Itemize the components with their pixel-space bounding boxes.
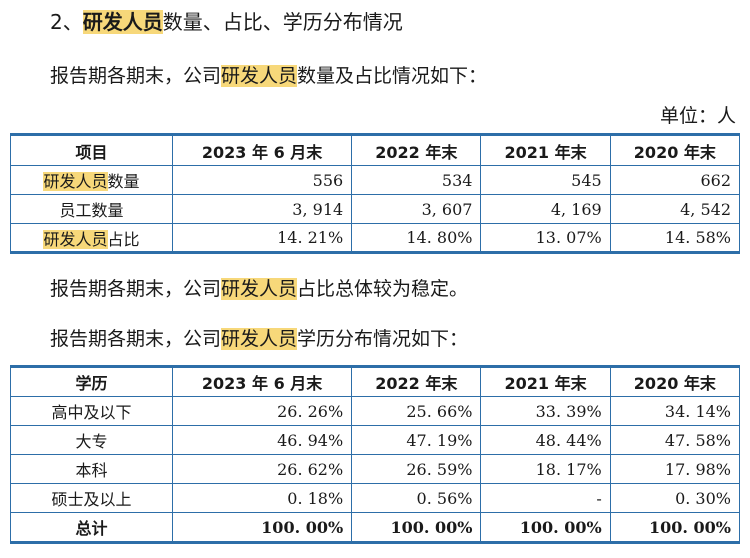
table-cell: 17. 98%: [609, 454, 741, 484]
table-cell: 100. 00%: [171, 512, 353, 543]
table-row: 研发人员数量 556 534 545 662: [10, 165, 741, 195]
table-cell: 556: [171, 165, 353, 195]
table-cell: 33. 39%: [480, 396, 611, 426]
table-cell: 3, 914: [171, 194, 353, 224]
table-cell: 46. 94%: [171, 425, 353, 455]
table-cell: 0. 30%: [609, 483, 741, 513]
table1-header-row: 项目 2023 年 6 月末 2022 年末 2021 年末 2020 年末: [10, 134, 741, 166]
table-cell: 662: [609, 165, 741, 195]
table-cell: 47. 58%: [609, 425, 741, 455]
intro2-highlight: 研发人员: [221, 328, 298, 350]
row-label: 总计: [10, 512, 173, 543]
row-label: 员工数量: [10, 194, 173, 224]
table-row: 大专 46. 94% 47. 19% 48. 44% 47. 58%: [10, 425, 741, 455]
intro-paragraph-1: 报告期各期末，公司研发人员数量及占比情况如下：: [50, 61, 487, 88]
table-cell: 14. 58%: [609, 223, 741, 253]
table2-header: 2022 年末: [351, 366, 482, 397]
row-label: 本科: [10, 454, 173, 484]
intro1-highlight: 研发人员: [221, 65, 298, 87]
intro1-prefix: 报告期各期末，公司: [50, 65, 222, 87]
table-cell: 3, 607: [351, 194, 482, 224]
row-label-highlight: 研发人员: [43, 172, 108, 191]
sentence2-prefix: 报告期各期末，公司: [50, 278, 222, 300]
row-label: 研发人员占比: [10, 223, 173, 253]
table-cell: 0. 18%: [171, 483, 353, 513]
education-table: 学历 2023 年 6 月末 2022 年末 2021 年末 2020 年末 高…: [10, 365, 741, 544]
table2-header: 2023 年 6 月末: [171, 366, 353, 397]
table-cell: 100. 00%: [609, 512, 741, 543]
table-row: 研发人员占比 14. 21% 14. 80% 13. 07% 14. 58%: [10, 223, 741, 253]
row-label-rest: 数量: [107, 172, 140, 191]
table-cell: 34. 14%: [609, 396, 741, 426]
table-row: 本科 26. 62% 26. 59% 18. 17% 17. 98%: [10, 454, 741, 484]
table-row: 高中及以下 26. 26% 25. 66% 33. 39% 34. 14%: [10, 396, 741, 426]
table-cell: -: [480, 483, 611, 513]
table1-header: 2020 年末: [609, 134, 741, 166]
table-cell: 14. 80%: [351, 223, 482, 253]
row-label-rest: 员工数量: [59, 201, 124, 220]
table1-header: 项目: [10, 134, 173, 166]
table1-header: 2023 年 6 月末: [171, 134, 353, 166]
table-cell: 26. 26%: [171, 396, 353, 426]
intro1-suffix: 数量及占比情况如下：: [297, 65, 488, 87]
table-cell: 4, 169: [480, 194, 611, 224]
table-cell: 100. 00%: [480, 512, 611, 543]
table2-header: 学历: [10, 366, 173, 397]
row-label: 大专: [10, 425, 173, 455]
table-cell: 25. 66%: [351, 396, 482, 426]
unit-label: 单位：人: [659, 105, 736, 127]
research-staff-table: 项目 2023 年 6 月末 2022 年末 2021 年末 2020 年末 研…: [10, 133, 741, 254]
table-row: 员工数量 3, 914 3, 607 4, 169 4, 542: [10, 194, 741, 224]
total-row: 总计 100. 00% 100. 00% 100. 00% 100. 00%: [10, 512, 741, 543]
sentence2-highlight: 研发人员: [221, 278, 298, 300]
table-cell: 26. 62%: [171, 454, 353, 484]
table-row: 硕士及以上 0. 18% 0. 56% - 0. 30%: [10, 483, 741, 513]
table-cell: 545: [480, 165, 611, 195]
table2-header-row: 学历 2023 年 6 月末 2022 年末 2021 年末 2020 年末: [10, 366, 741, 397]
sentence2-suffix: 占比总体较为稳定。: [297, 278, 469, 300]
table2-header: 2020 年末: [609, 366, 741, 397]
intro2-prefix: 报告期各期末，公司: [50, 328, 222, 350]
section-title: 2、研发人员数量、占比、学历分布情况: [50, 6, 403, 35]
table1-header: 2021 年末: [480, 134, 611, 166]
table-cell: 13. 07%: [480, 223, 611, 253]
table-cell: 14. 21%: [171, 223, 353, 253]
section-title-highlight: 研发人员: [82, 10, 163, 34]
section-title-suffix: 数量、占比、学历分布情况: [162, 10, 403, 34]
row-label: 高中及以下: [10, 396, 173, 426]
table-cell: 47. 19%: [351, 425, 482, 455]
intro2-suffix: 学历分布情况如下：: [297, 328, 469, 350]
table1-header: 2022 年末: [351, 134, 482, 166]
table-cell: 48. 44%: [480, 425, 611, 455]
intro-paragraph-2: 报告期各期末，公司研发人员学历分布情况如下：: [50, 324, 468, 351]
row-label-highlight: 研发人员: [43, 229, 108, 249]
table-cell: 4, 542: [609, 194, 741, 224]
section-title-prefix: 2、: [50, 10, 83, 34]
table-cell: 100. 00%: [351, 512, 482, 543]
table-cell: 534: [351, 165, 482, 195]
summary-sentence: 报告期各期末，公司研发人员占比总体较为稳定。: [50, 274, 468, 301]
table-cell: 26. 59%: [351, 454, 482, 484]
row-label: 研发人员数量: [10, 165, 173, 195]
table-cell: 18. 17%: [480, 454, 611, 484]
row-label: 硕士及以上: [10, 483, 173, 513]
row-label-rest: 占比: [107, 229, 140, 249]
table2-header: 2021 年末: [480, 366, 611, 397]
table-cell: 0. 56%: [351, 483, 482, 513]
